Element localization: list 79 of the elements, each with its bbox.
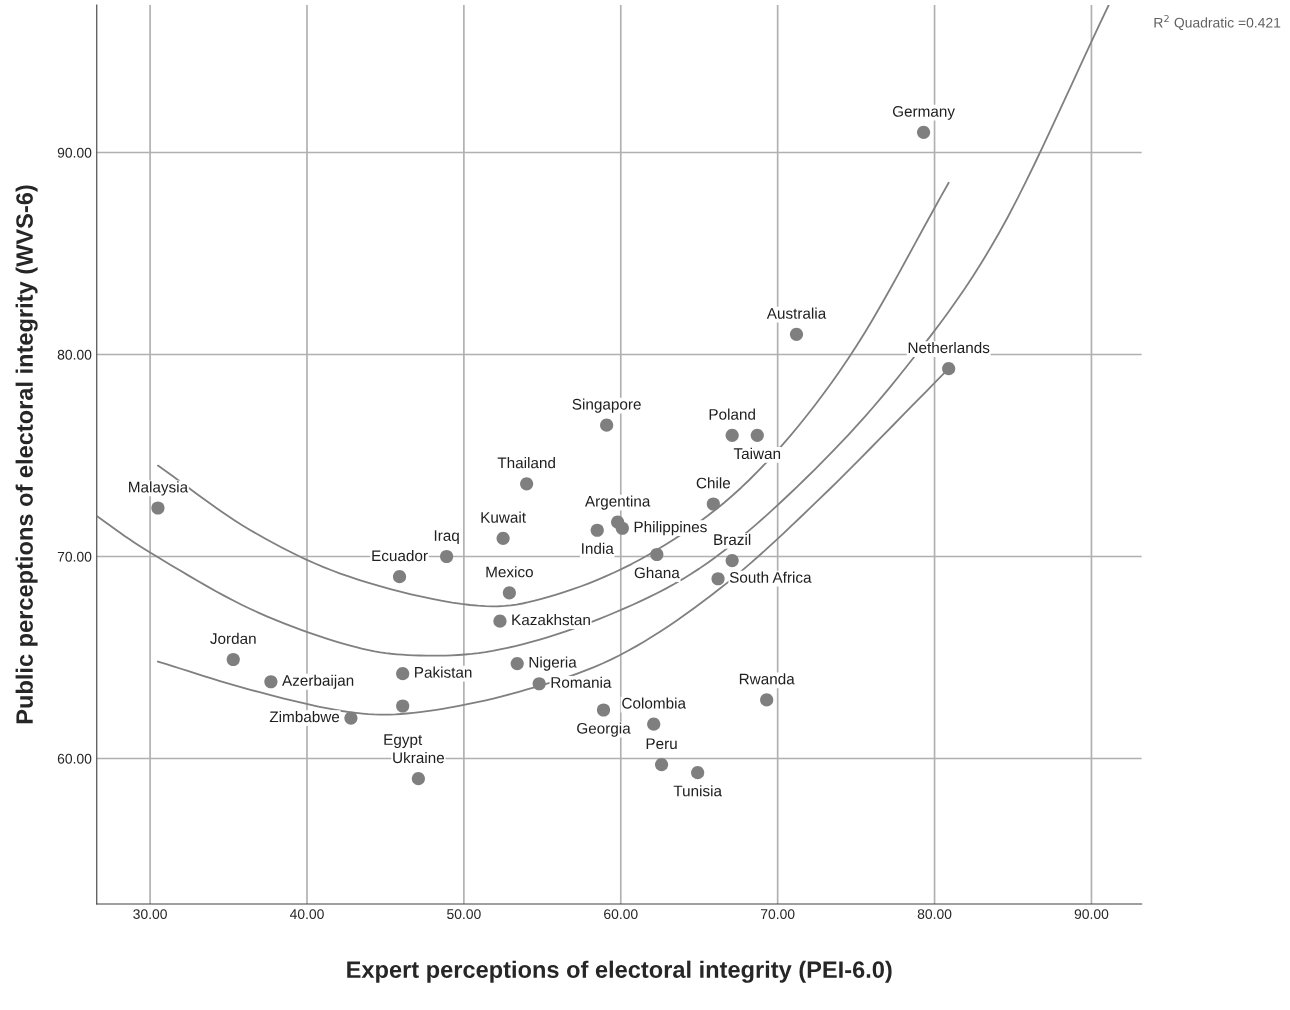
point (510, 656, 524, 671)
y-tick-label: 90.00 (57, 147, 92, 158)
point (760, 693, 774, 707)
x-tick-label: 80.00 (917, 909, 952, 920)
y-tick-label: 60.00 (57, 753, 92, 764)
point (392, 570, 407, 584)
annotation: Ghana (634, 566, 680, 579)
point (711, 572, 725, 586)
x-tick-label: 70.00 (761, 909, 795, 920)
x-tick-label: 40.00 (289, 909, 324, 920)
point (502, 586, 516, 600)
point (411, 772, 425, 786)
annotation: Nigeria (529, 656, 577, 671)
annotation: India (582, 542, 614, 554)
point (706, 497, 720, 511)
point (615, 521, 629, 535)
point (493, 614, 507, 628)
point (440, 549, 454, 564)
annotation: Georgia (577, 722, 631, 737)
annotation: Taiwan (733, 447, 781, 460)
point (226, 652, 240, 667)
annotation: Singapore (572, 398, 641, 413)
annotation: Ukraine (393, 751, 445, 764)
x-axis-title: Expert perceptions of electoral integrity (PEI-6.0) (347, 960, 892, 983)
annotation: Ecuador (372, 549, 428, 562)
annotation: Colombia (622, 697, 686, 709)
annotation: Azerbaijan (282, 674, 354, 689)
annotation: South Africa (729, 571, 812, 583)
point (654, 757, 669, 772)
point (789, 327, 804, 341)
annotation: Zimbabwe (269, 710, 340, 723)
annotation: Mexico (486, 566, 533, 578)
annotation: Netherlands (908, 341, 990, 354)
point (151, 501, 165, 515)
point (590, 523, 604, 537)
y-tick-label: 70.00 (57, 551, 92, 562)
annotation: Australia (766, 307, 827, 319)
annotation: Kuwait (481, 511, 526, 523)
point (396, 699, 410, 713)
annotation: Poland (709, 408, 755, 420)
annotation: Germany (892, 105, 955, 120)
point (942, 362, 956, 376)
x-tick-label: 60.00 (604, 909, 638, 920)
annotation: Rwanda (739, 673, 795, 685)
annotation: Romania (551, 676, 612, 688)
point (396, 667, 410, 681)
point (725, 553, 739, 568)
text: R$^{2}$ Quadratic =0.421 (1154, 14, 1281, 31)
point (916, 125, 931, 139)
annotation: Peru (646, 738, 677, 750)
annotation: Argentina (584, 495, 651, 510)
point (725, 428, 739, 442)
point (520, 477, 534, 491)
annotation: Egypt (384, 734, 423, 749)
y-axis-title: Public perceptions of electoral integrity (WVS-6) (15, 185, 38, 724)
annotation: Malaysia (129, 481, 189, 496)
point (750, 428, 764, 442)
annotation: Chile (696, 477, 731, 489)
annotation: Philippines (634, 521, 707, 536)
point (600, 418, 614, 432)
annotation: Kazakhstan (512, 614, 590, 626)
point (691, 766, 705, 780)
point (647, 717, 661, 731)
annotation: Thailand (497, 457, 555, 469)
point (264, 675, 278, 689)
y-tick-label: 80.00 (57, 349, 92, 360)
point (596, 703, 611, 717)
point (532, 677, 546, 691)
annotation: Pakistan (415, 666, 472, 678)
point (344, 711, 358, 725)
annotation: Jordan (210, 632, 256, 645)
point (496, 531, 510, 545)
x-tick-label: 90.00 (1074, 909, 1109, 920)
x-tick-label: 30.00 (133, 909, 167, 920)
point (650, 547, 664, 562)
annotation: Iraq (434, 530, 459, 545)
annotation: Brazil (714, 533, 751, 546)
x-tick-label: 50.00 (447, 909, 481, 920)
annotation: Tunisia (673, 785, 722, 797)
